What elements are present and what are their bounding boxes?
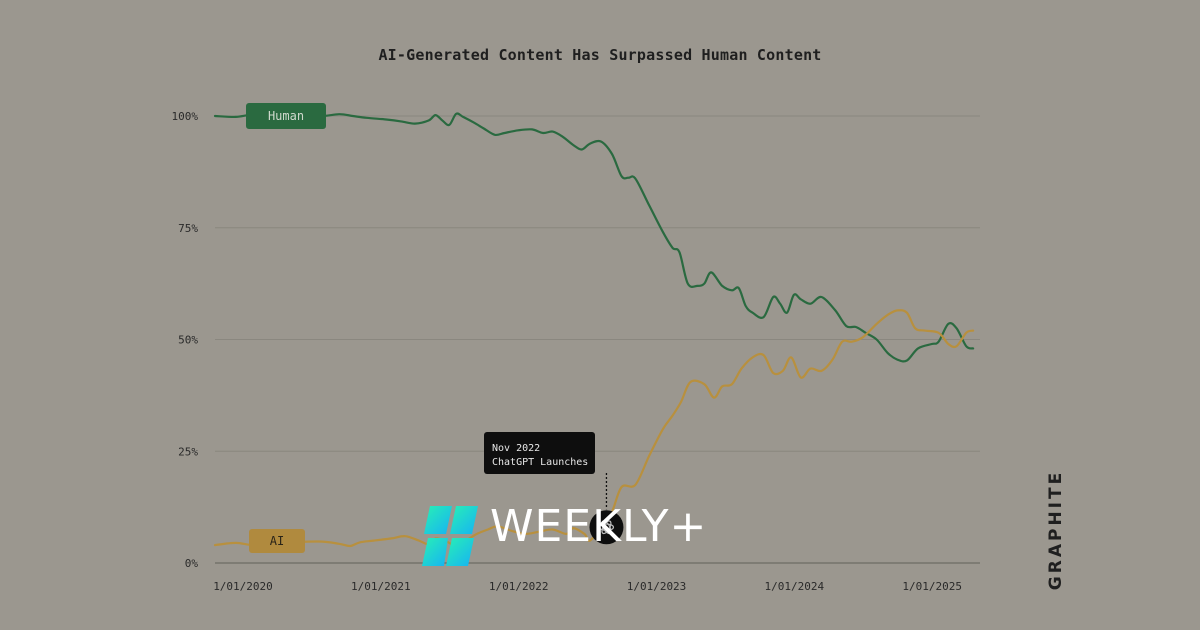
series-line-human [213,112,975,363]
y-tick-label: 75% [178,222,198,235]
weekly-plus-logo-icon [422,506,478,566]
y-tick-label: 25% [178,445,198,458]
weekly-plus-wordmark: WEEKLY+ [490,501,708,552]
x-tick-label: 1/01/2024 [765,580,825,593]
y-tick-label: 50% [178,334,198,347]
x-tick-label: 1/01/2025 [902,580,962,593]
x-tick-label: 1/01/2023 [627,580,687,593]
x-tick-label: 1/01/2022 [489,580,549,593]
chart-title: AI-Generated Content Has Surpassed Human… [378,46,822,64]
annotation-text: ChatGPT Launches [492,457,588,468]
annotation-text: Nov 2022 [492,443,540,454]
series-line-ai [213,309,975,548]
y-tick-label: 0% [185,557,199,570]
x-tick-label: 1/01/2020 [213,580,273,593]
legend-badge-human [246,103,326,129]
chatgpt-icon [598,520,615,535]
annotation-box [484,432,595,474]
legend-badge-ai [249,529,305,553]
legend-label-ai: AI [270,534,284,548]
legend-label-human: Human [268,109,304,123]
x-tick-label: 1/01/2021 [351,580,411,593]
annotation-marker [589,510,624,545]
y-tick-label: 100% [172,110,199,123]
graphite-logo: GRAPHITE [1046,469,1066,591]
